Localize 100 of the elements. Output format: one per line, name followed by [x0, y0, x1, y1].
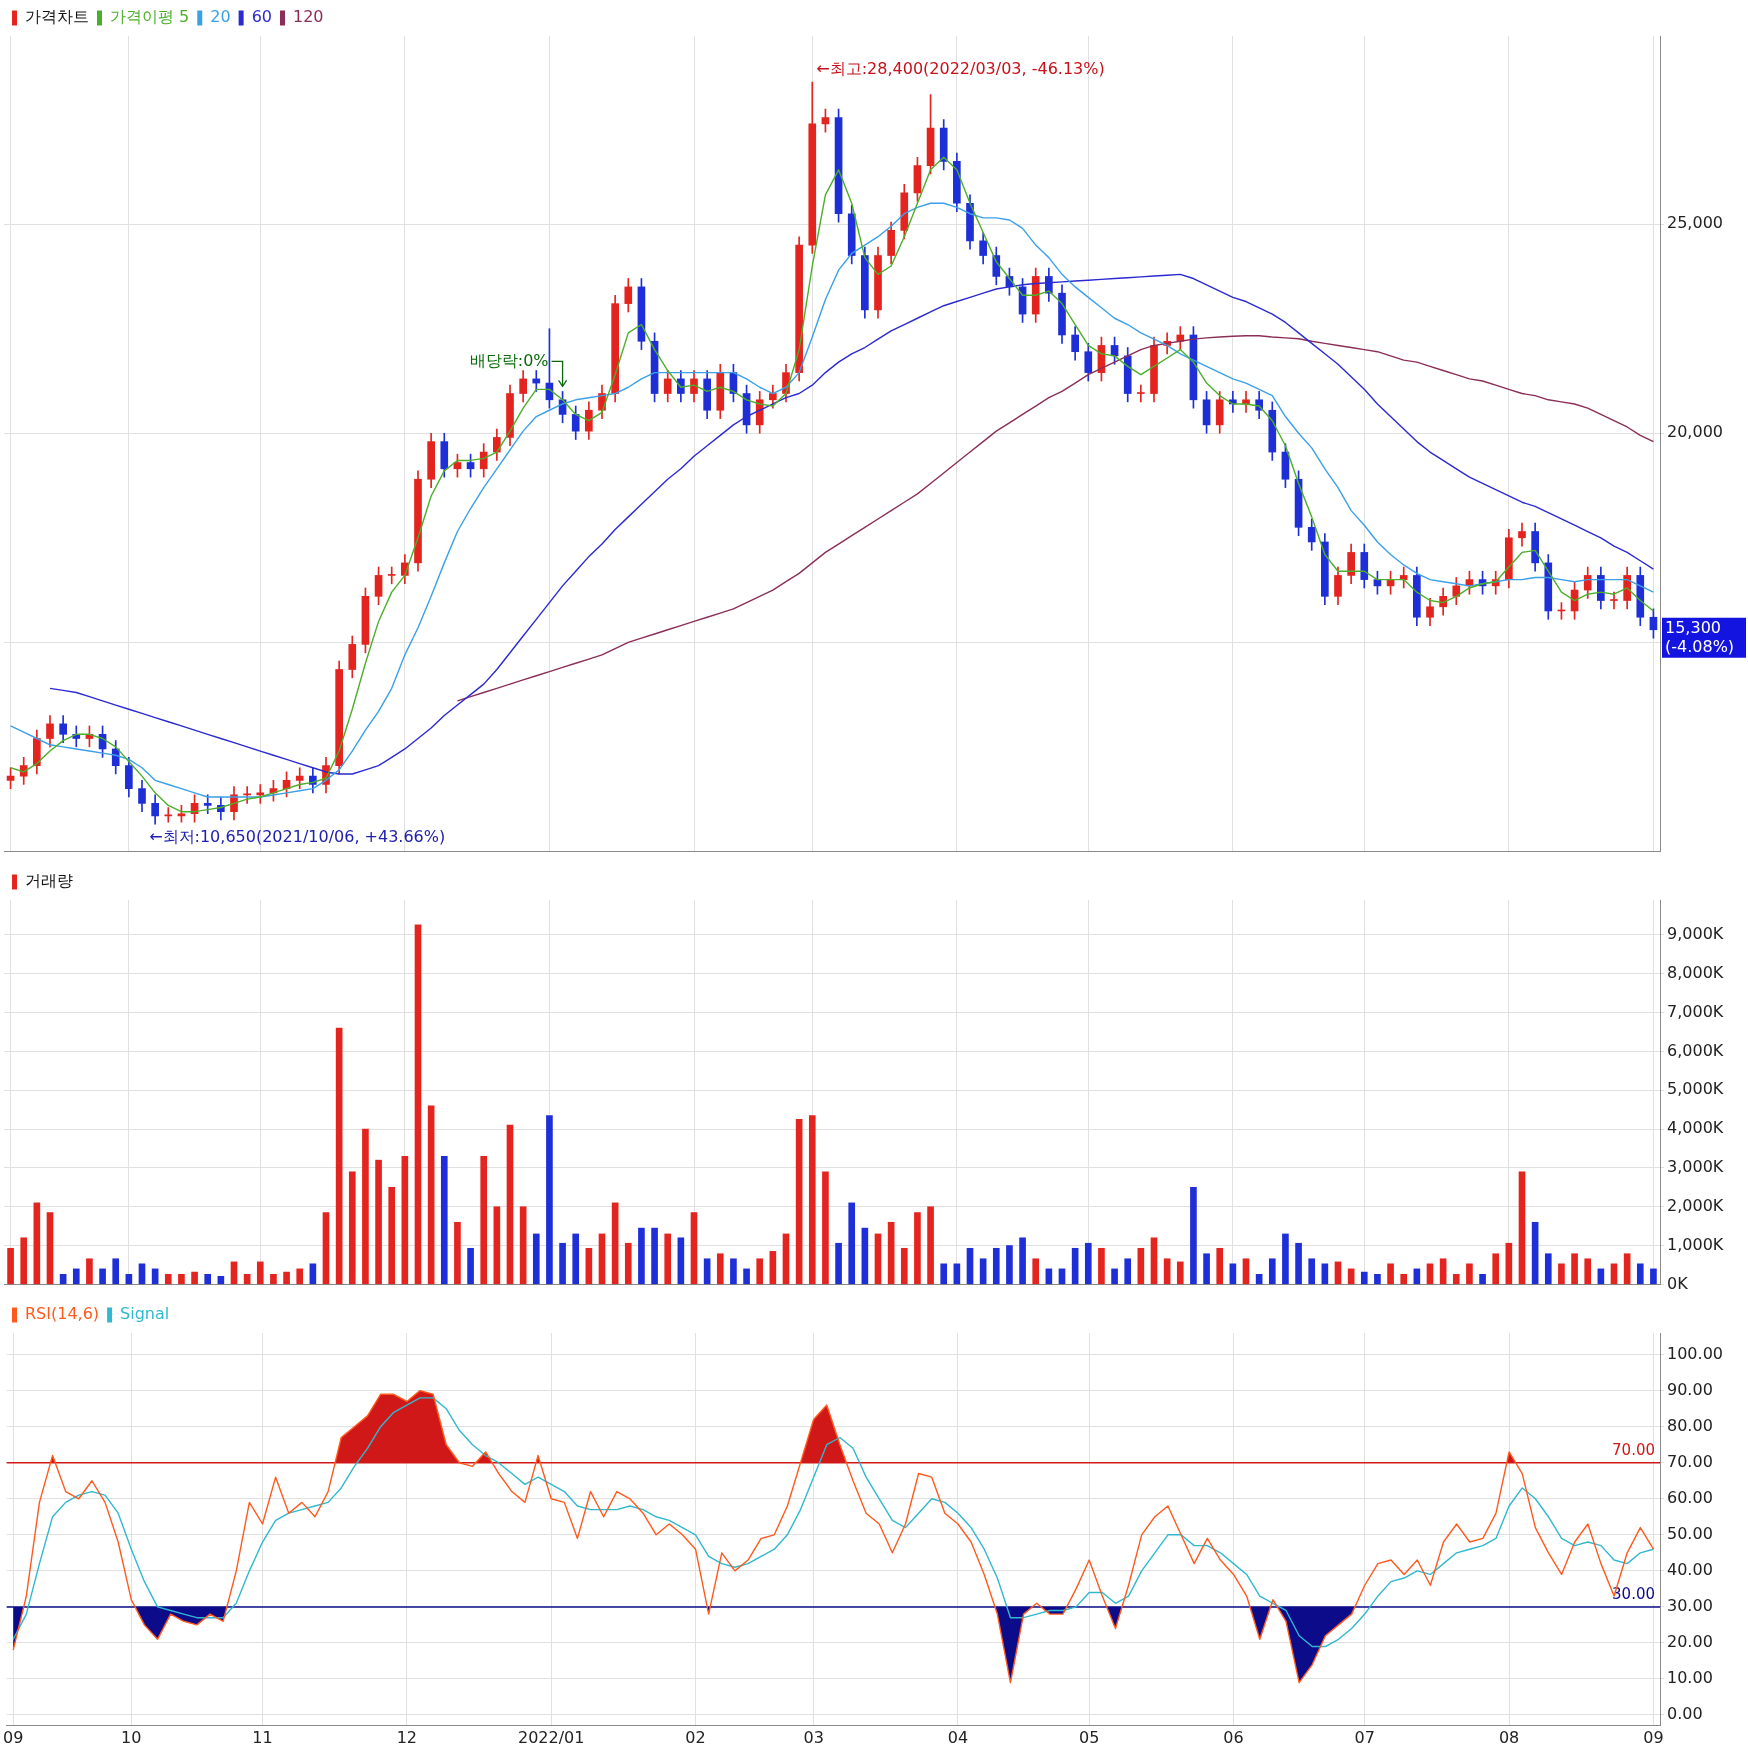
bar — [1518, 1171, 1526, 1285]
bar — [914, 1212, 921, 1285]
legend-label: 거래량 — [25, 871, 73, 891]
bar — [1282, 1233, 1289, 1285]
y-tick-label: 25,000 — [1667, 213, 1723, 233]
bar — [1124, 1258, 1132, 1285]
bar — [1084, 1242, 1092, 1285]
x-tick-label: 08 — [1498, 1727, 1520, 1747]
y-tick-label: 0.00 — [1667, 1704, 1703, 1724]
bar — [927, 1206, 934, 1285]
bar — [1531, 1221, 1539, 1285]
y-tick-label: 0K — [1667, 1273, 1689, 1293]
bar — [756, 1258, 764, 1285]
x-tick-label: 2022/01 — [517, 1727, 585, 1747]
bar — [900, 1247, 908, 1285]
bar — [835, 1242, 842, 1285]
bar — [808, 1115, 816, 1285]
annotation: 배당락:0% — [469, 350, 549, 370]
bar — [532, 1233, 540, 1285]
bar — [1321, 1263, 1329, 1285]
legend-label: 120 — [292, 7, 324, 27]
bar — [519, 1206, 527, 1285]
y-tick-label: 5,000K — [1667, 1079, 1724, 1099]
bar — [1636, 1263, 1644, 1285]
bar — [1150, 1237, 1158, 1285]
bar — [7, 1247, 14, 1285]
bar — [1190, 1187, 1197, 1285]
bar — [1111, 1268, 1118, 1285]
bar — [690, 1212, 698, 1285]
y-tick-label: 70.00 — [1667, 1451, 1713, 1471]
bar — [1163, 1258, 1171, 1285]
y-tick-label: 3,000K — [1667, 1157, 1724, 1177]
y-tick-label: 9,000K — [1667, 924, 1724, 944]
bar — [493, 1206, 501, 1285]
bar — [848, 1202, 856, 1285]
bar — [506, 1124, 514, 1285]
x-tick-label: 06 — [1223, 1727, 1244, 1747]
bar — [1650, 1268, 1657, 1285]
bar — [86, 1258, 93, 1285]
bar — [283, 1271, 290, 1285]
legend-label: RSI(14,6) — [25, 1304, 100, 1324]
bar — [1216, 1247, 1224, 1285]
annotation: ←최고:28,400(2022/03/03, -46.13%) — [816, 59, 1105, 79]
bar — [296, 1268, 304, 1285]
x-tick-label: 04 — [947, 1727, 969, 1747]
bar — [1374, 1273, 1381, 1285]
y-tick-label: 40.00 — [1667, 1560, 1713, 1579]
bar — [546, 1115, 553, 1285]
bar — [769, 1251, 777, 1285]
bar — [979, 1258, 987, 1285]
bar — [1268, 1258, 1276, 1285]
y-tick-label: 60.00 — [1667, 1487, 1713, 1507]
text: 15,300 (-4.08%) — [1665, 617, 1735, 656]
bar — [1610, 1263, 1618, 1285]
ref-line-label: 30.00 — [1612, 1585, 1655, 1604]
bar — [1360, 1271, 1368, 1285]
bar — [1242, 1258, 1250, 1285]
y-tick-label: 6,000K — [1667, 1040, 1724, 1060]
bar — [992, 1247, 1000, 1285]
bar — [572, 1233, 580, 1285]
bar — [953, 1263, 961, 1285]
x-tick-label: 12 — [396, 1727, 418, 1747]
x-tick-label: 09 — [1643, 1727, 1664, 1747]
candlestick — [1610, 591, 1618, 610]
bar — [178, 1273, 185, 1285]
bar — [72, 1268, 80, 1285]
legend-label: 가격차트 — [25, 7, 89, 27]
y-tick-label: 30.00 — [1667, 1596, 1713, 1616]
bar — [112, 1258, 120, 1285]
bar — [1032, 1258, 1040, 1285]
bar — [20, 1237, 28, 1285]
x-tick-label: 02 — [685, 1727, 706, 1747]
bar — [795, 1119, 803, 1285]
bar — [716, 1253, 724, 1285]
bar — [322, 1212, 330, 1285]
bar — [1623, 1253, 1631, 1285]
y-tick-label: 2,000K — [1667, 1195, 1724, 1215]
bar — [138, 1263, 146, 1285]
bar — [703, 1258, 711, 1285]
bar — [1176, 1261, 1184, 1285]
bar — [1229, 1263, 1237, 1285]
y-tick-label: 20,000 — [1667, 422, 1723, 442]
bar — [388, 1187, 396, 1285]
y-tick-label: 8,000K — [1667, 962, 1724, 982]
bar — [887, 1221, 895, 1285]
annotation: ←최저:10,650(2021/10/06, +43.66%) — [149, 827, 446, 847]
bar — [99, 1268, 106, 1285]
bar — [1387, 1263, 1394, 1285]
legend-label: Signal — [120, 1304, 170, 1324]
y-tick-label: 1,000K — [1667, 1234, 1724, 1254]
bar — [256, 1261, 264, 1285]
y-tick-label: 90.00 — [1667, 1379, 1713, 1399]
bar — [191, 1271, 198, 1285]
bar — [624, 1242, 632, 1285]
bar — [1019, 1237, 1026, 1285]
bar — [651, 1227, 658, 1285]
bar — [743, 1268, 750, 1285]
bar — [427, 1105, 435, 1285]
bar — [730, 1258, 737, 1285]
bar — [677, 1237, 685, 1285]
